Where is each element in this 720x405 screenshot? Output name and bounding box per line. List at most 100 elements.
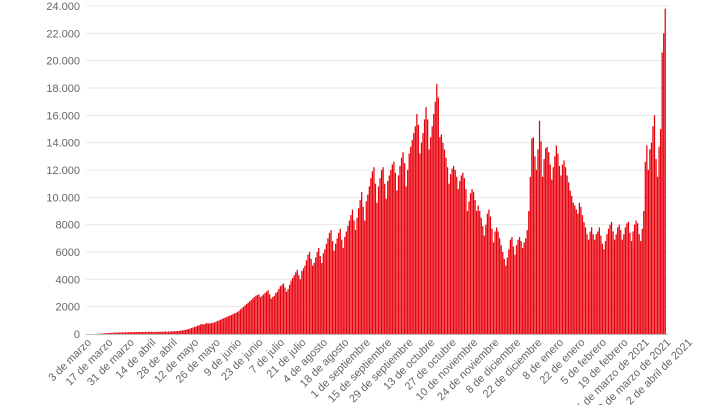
bar <box>609 224 611 334</box>
bar <box>663 33 665 334</box>
bar <box>551 179 553 334</box>
bar <box>661 52 663 334</box>
bar <box>583 221 585 334</box>
bar <box>242 306 245 334</box>
bar <box>313 262 315 334</box>
bar <box>241 308 243 334</box>
bar <box>146 331 148 334</box>
bar <box>612 231 614 334</box>
bar <box>344 236 346 334</box>
bar <box>276 291 278 334</box>
bar <box>480 217 482 334</box>
bar <box>664 8 666 334</box>
bar <box>535 170 538 334</box>
y-tick-label: 14.000 <box>46 138 80 150</box>
bar <box>290 280 292 334</box>
bar <box>502 252 504 334</box>
bar <box>396 190 398 334</box>
bar <box>656 176 659 334</box>
y-tick-label: 4000 <box>56 274 80 286</box>
bar <box>465 189 467 334</box>
bar <box>158 331 160 334</box>
bar <box>410 146 412 334</box>
bar <box>554 156 556 334</box>
bar <box>170 331 173 334</box>
bar <box>215 321 217 334</box>
bar <box>615 234 617 334</box>
y-tick-label: 20.000 <box>46 56 80 68</box>
bar <box>399 165 401 334</box>
bar <box>414 126 416 335</box>
bar <box>250 299 252 334</box>
bar <box>515 245 518 334</box>
bar <box>607 228 610 334</box>
bar <box>361 191 363 334</box>
y-tick-label: 2000 <box>56 302 80 314</box>
bar <box>416 113 418 334</box>
bar <box>377 186 380 334</box>
bar <box>394 172 397 334</box>
bar <box>594 239 596 334</box>
bar <box>482 226 484 334</box>
bar <box>518 236 521 334</box>
bar <box>275 293 277 334</box>
bar <box>584 227 587 334</box>
bar <box>282 283 285 334</box>
bar <box>118 332 121 334</box>
bar <box>272 297 274 334</box>
bar <box>195 326 197 334</box>
bar <box>141 331 144 334</box>
bar <box>541 176 544 334</box>
bar <box>339 228 341 334</box>
bar <box>433 113 435 334</box>
bar <box>288 284 291 334</box>
y-tick-label: 24.000 <box>46 1 80 13</box>
bar <box>132 332 134 334</box>
bar <box>270 298 272 334</box>
bar <box>491 228 493 334</box>
bar <box>292 277 294 334</box>
bar <box>520 241 522 334</box>
bar <box>543 159 545 334</box>
bar <box>652 126 654 335</box>
bar <box>388 175 390 334</box>
bar <box>505 265 507 334</box>
bar <box>428 149 430 334</box>
bar <box>348 220 351 334</box>
bar <box>650 142 653 334</box>
bar <box>468 201 470 334</box>
bar <box>460 175 462 334</box>
bar <box>445 157 447 334</box>
bar <box>123 332 125 334</box>
bar <box>293 275 295 334</box>
bar <box>426 119 429 335</box>
bar <box>233 313 236 334</box>
bar <box>298 275 300 334</box>
bar <box>557 153 559 334</box>
y-axis-ticks: 0 2000 4000 6000 8000 10.000 12.000 14.000 16.00… <box>46 1 80 341</box>
bar <box>422 133 424 334</box>
bar <box>166 331 168 334</box>
bar <box>621 239 623 334</box>
bar <box>647 170 649 334</box>
bar <box>637 223 639 334</box>
bar <box>157 331 159 334</box>
bar <box>155 331 157 334</box>
bar <box>112 332 114 334</box>
bar <box>655 159 657 334</box>
bar <box>632 231 634 334</box>
bar <box>578 202 581 334</box>
bar <box>218 320 220 334</box>
bar <box>522 247 524 334</box>
bar <box>629 232 631 334</box>
bar <box>299 279 301 334</box>
bar <box>203 324 205 334</box>
bar <box>279 286 282 334</box>
bar <box>564 167 567 334</box>
bar <box>492 242 495 334</box>
bar <box>154 331 156 334</box>
bar <box>334 243 337 334</box>
bar <box>434 101 436 334</box>
bar <box>212 322 214 334</box>
